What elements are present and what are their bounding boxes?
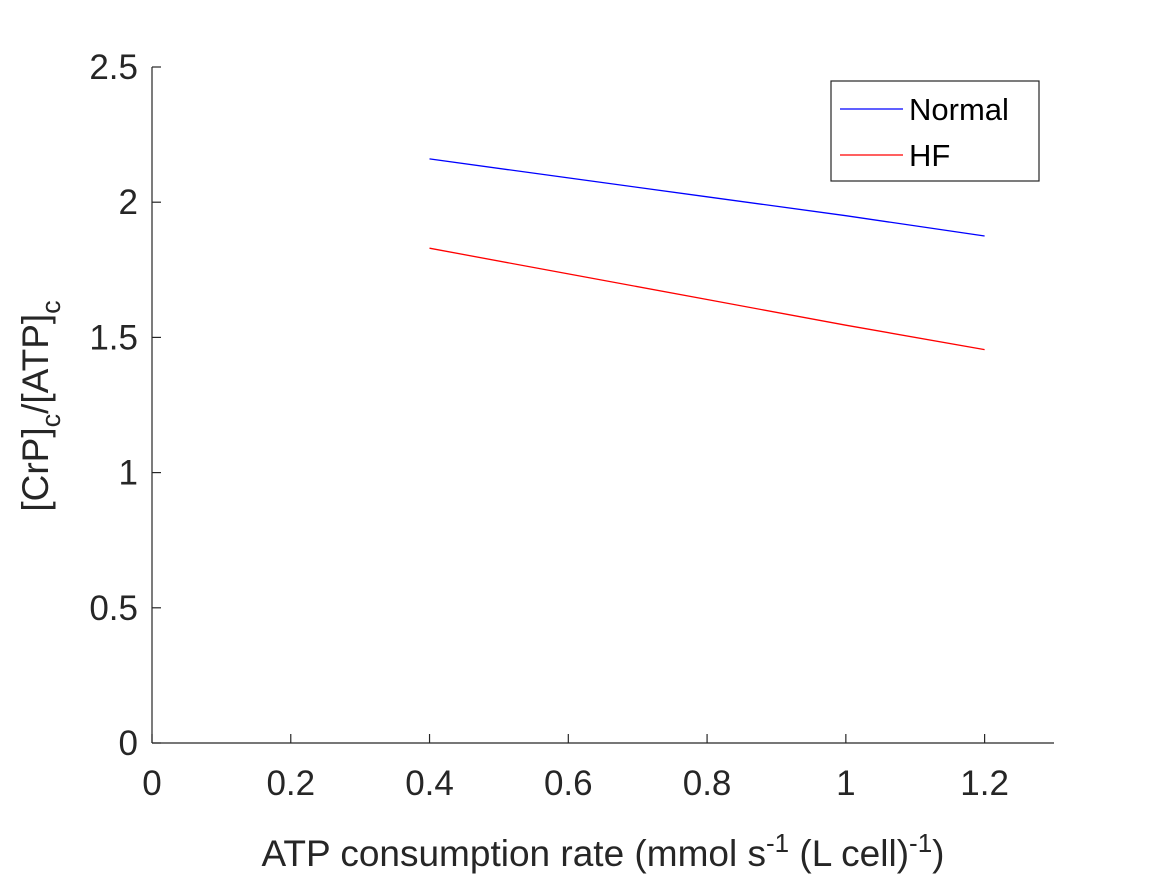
y-axis-label: [CrP]c/[ATP]c bbox=[15, 300, 66, 511]
x-tick-label: 0 bbox=[142, 764, 161, 803]
x-axis-label: ATP consumption rate (mmol s-1 (L cell)-… bbox=[262, 828, 945, 874]
y-tick-label: 1 bbox=[119, 454, 138, 493]
x-ticks: 0 0.2 0.4 0.6 0.8 1 1.2 bbox=[142, 734, 1009, 803]
x-tick-label: 0.8 bbox=[683, 764, 732, 803]
y-tick-label: 0 bbox=[119, 724, 138, 763]
y-tick-label: 2.5 bbox=[89, 48, 138, 87]
x-tick-label: 1 bbox=[836, 764, 855, 803]
axes bbox=[151, 67, 1054, 744]
legend-box bbox=[830, 80, 1040, 182]
y-ticks: 0 0.5 1 1.5 2 2.5 bbox=[89, 48, 161, 763]
x-tick-label: 0.2 bbox=[266, 764, 315, 803]
y-tick-label: 0.5 bbox=[89, 589, 138, 628]
series-line-hf bbox=[429, 247, 985, 351]
y-tick-label: 1.5 bbox=[89, 318, 138, 357]
x-tick-label: 1.2 bbox=[960, 764, 1009, 803]
legend-label-hf: HF bbox=[909, 138, 950, 173]
y-tick-label: 2 bbox=[119, 183, 138, 222]
x-tick-label: 0.6 bbox=[544, 764, 593, 803]
x-tick-label: 0.4 bbox=[405, 764, 454, 803]
legend-label-normal: Normal bbox=[909, 92, 1009, 127]
legend: Normal HF bbox=[830, 80, 1040, 182]
series-line-normal bbox=[429, 158, 985, 237]
plot-series bbox=[429, 158, 985, 351]
